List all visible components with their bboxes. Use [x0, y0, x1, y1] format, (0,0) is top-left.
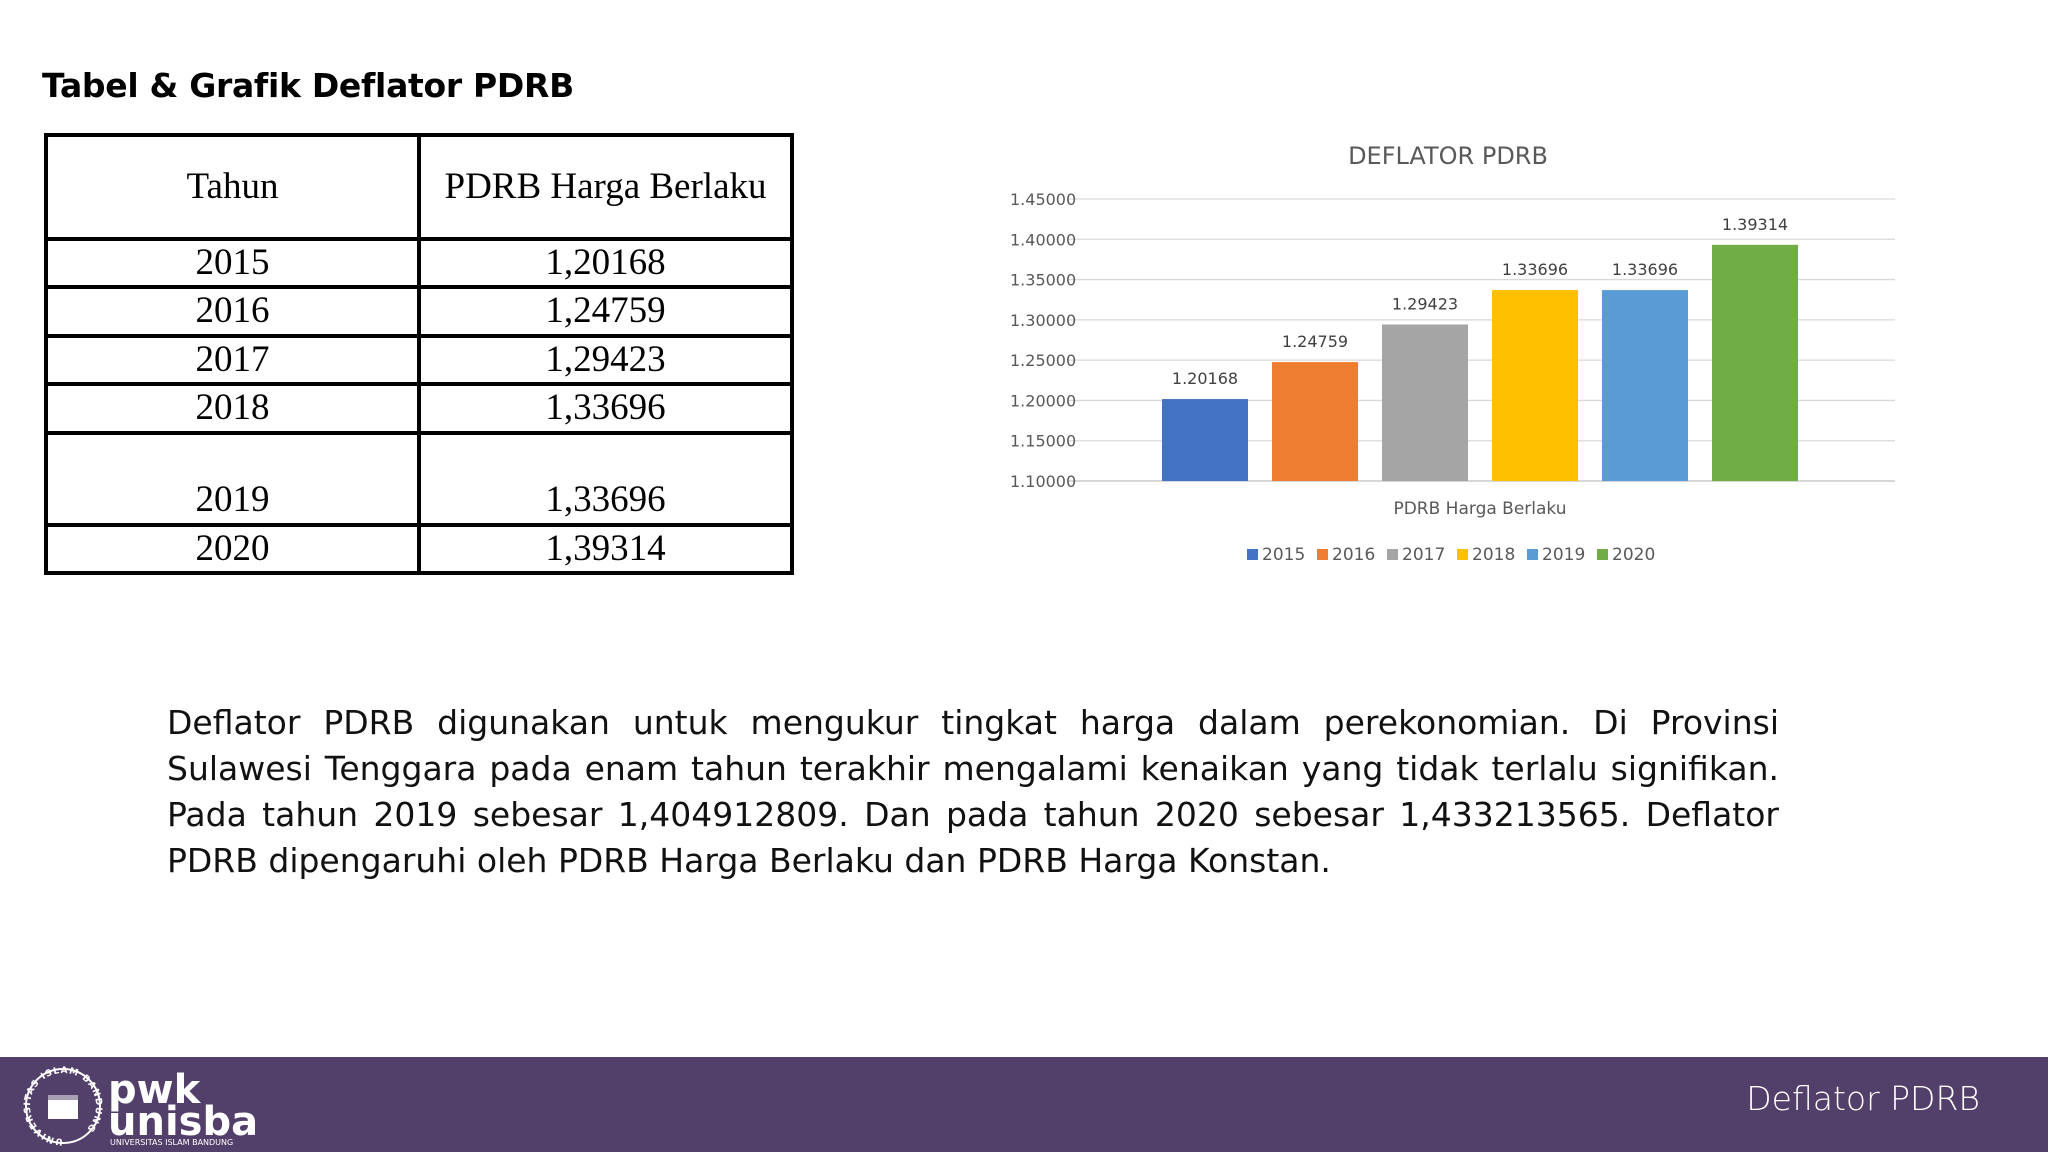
deflator-chart: DEFLATOR PDRB 1.45000 1.40000 1.35000 1.300…: [960, 130, 1920, 590]
table-cell-year: 2016: [44, 285, 421, 338]
chart-bars: [1162, 244, 1798, 481]
pwk-unisba-logo: UNIVERSITAS ISLAM BANDUNG pwk unisba UNI…: [23, 1066, 258, 1147]
table-header-tahun: Tahun: [44, 133, 421, 241]
slide-title: Tabel & Grafik Deflator PDRB: [42, 66, 574, 105]
chart-y-tick-label: 1.30000: [1010, 311, 1076, 330]
legend-swatch: [1387, 549, 1398, 560]
logo-brand-bottom: unisba: [108, 1099, 258, 1145]
chart-data-label: 1.33696: [1502, 260, 1568, 279]
legend-swatch: [1317, 549, 1328, 560]
chart-bar-2019: [1602, 290, 1688, 481]
table-cell-year: 2018: [44, 382, 421, 435]
chart-data-label: 1.29423: [1392, 295, 1458, 314]
chart-data-label: 1.20168: [1172, 369, 1238, 388]
legend-swatch: [1247, 549, 1258, 560]
deflator-table: Tahun PDRB Harga Berlaku 2015 1,20168 20…: [44, 133, 794, 575]
legend-swatch: [1457, 549, 1468, 560]
table-cell-year: 2017: [44, 333, 421, 387]
logo-brand-top: pwk: [108, 1067, 202, 1113]
chart-y-tick-label: 1.15000: [1010, 432, 1076, 451]
chart-data-label: 1.39314: [1722, 215, 1788, 234]
table-header-pdrb: PDRB Harga Berlaku: [417, 133, 794, 241]
chart-y-tick-label: 1.45000: [1010, 190, 1076, 209]
chart-bar-2020: [1712, 244, 1798, 481]
chart-data-label: 1.33696: [1612, 260, 1678, 279]
description-paragraph: Deflator PDRB digunakan untuk mengukur t…: [167, 703, 1779, 880]
table-cell-value: 1,33696: [417, 430, 794, 527]
chart-y-tick-label: 1.35000: [1010, 271, 1076, 290]
chart-bar-2016: [1272, 362, 1358, 481]
legend-swatch: [1527, 549, 1538, 560]
legend-label: 2016: [1332, 545, 1375, 565]
legend-label: 2015: [1262, 545, 1305, 565]
chart-title: DEFLATOR PDRB: [1348, 142, 1548, 170]
legend-label: 2020: [1612, 545, 1655, 565]
chart-y-tick-label: 1.10000: [1010, 472, 1076, 491]
chart-bar-2017: [1382, 324, 1468, 481]
legend-label: 2017: [1402, 545, 1445, 565]
chart-data-label: 1.24759: [1282, 332, 1348, 351]
footer-bar: UNIVERSITAS ISLAM BANDUNG pwk unisba UNI…: [0, 1057, 2048, 1152]
logo-brand-sub: UNIVERSITAS ISLAM BANDUNG: [110, 1138, 233, 1147]
legend-label: 2018: [1472, 545, 1515, 565]
chart-y-tick-label: 1.25000: [1010, 351, 1076, 370]
table-cell-year: 2015: [44, 236, 421, 290]
table-cell-value: 1,39314: [417, 522, 794, 575]
table-cell-value: 1,33696: [417, 382, 794, 435]
chart-bar-2018: [1492, 290, 1578, 481]
table-cell-year: 2019: [44, 430, 421, 527]
chart-y-tick-label: 1.40000: [1010, 230, 1076, 249]
chart-bar-2015: [1162, 399, 1248, 481]
legend-swatch: [1597, 549, 1608, 560]
table-cell-value: 1,29423: [417, 333, 794, 387]
legend-label: 2019: [1542, 545, 1585, 565]
table-cell-value: 1,20168: [417, 236, 794, 290]
footer-label: Deflator PDRB: [1746, 1079, 1980, 1118]
chart-y-axis: 1.45000 1.40000 1.35000 1.30000 1.25000 1.200…: [1010, 190, 1076, 491]
chart-y-tick-label: 1.20000: [1010, 391, 1076, 410]
chart-x-axis-label: PDRB Harga Berlaku: [1393, 499, 1566, 519]
table-cell-year: 2020: [44, 522, 421, 575]
chart-data-labels: 1.20168 1.24759 1.29423 1.33696 1.33696 1.393…: [1172, 215, 1788, 388]
chart-legend: 2015 2016 2017 2018 2019 2020: [1247, 545, 1655, 565]
table-cell-value: 1,24759: [417, 285, 794, 338]
deflator-chart-svg: DEFLATOR PDRB 1.45000 1.40000 1.35000 1.300…: [1010, 142, 1895, 565]
